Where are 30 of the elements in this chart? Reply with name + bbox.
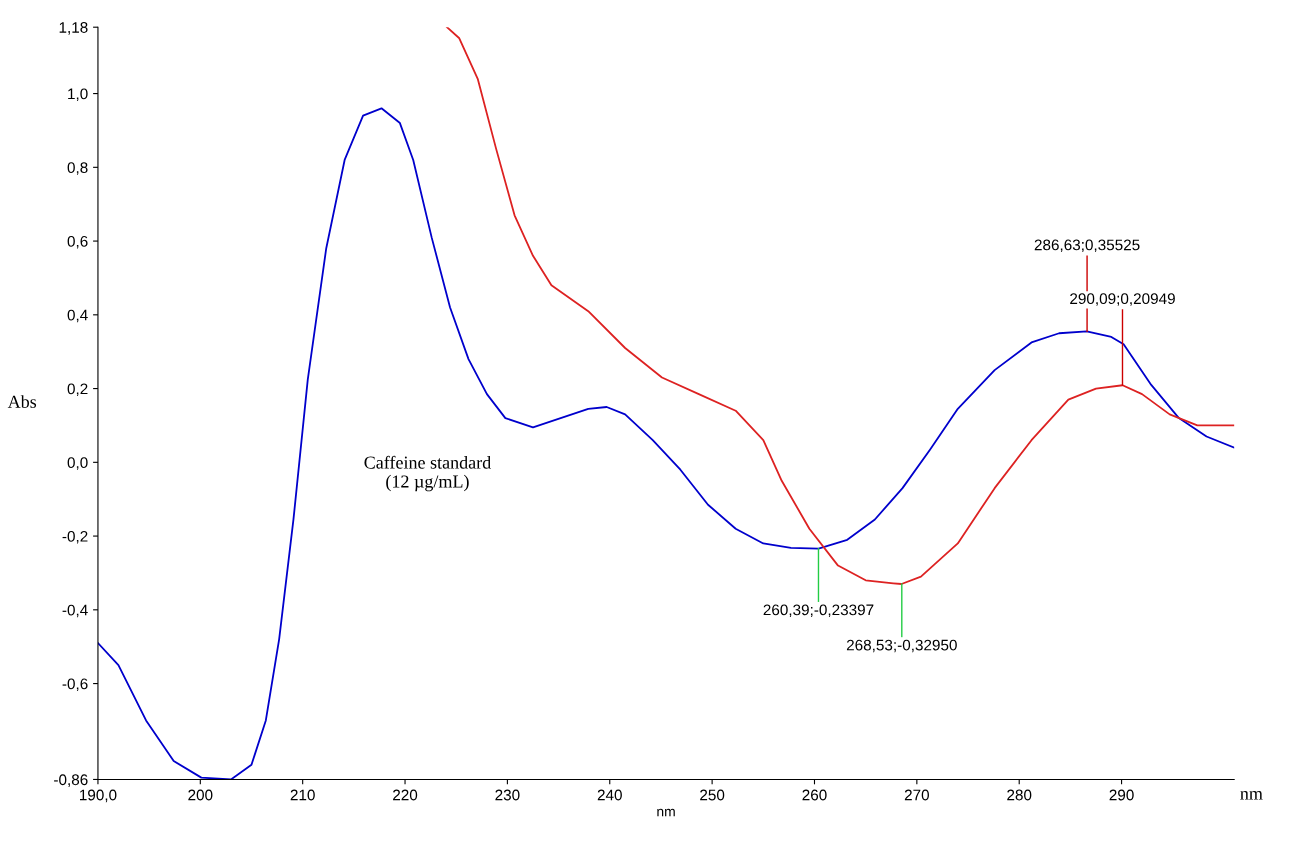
x-tick-label: 210: [290, 789, 315, 801]
text: Caffeine standard (12 µg/mL): [364, 455, 491, 492]
x-tick-label: 220: [393, 789, 418, 801]
annotation: 260,39;-0,23397: [763, 604, 874, 618]
y-tick-label: 0,8: [67, 162, 88, 175]
x-tick-label: 270: [904, 789, 929, 801]
annotation: 286,63;0,35525: [1034, 239, 1140, 253]
x-tick-label: 250: [700, 789, 725, 801]
text: nm: [1240, 790, 1263, 800]
y-tick-label: -0,6: [62, 678, 88, 692]
annotation: 290,09;0,20949: [1070, 293, 1175, 306]
annotation: 268,53;-0,32950: [846, 639, 957, 653]
y-tick-label: 1,0: [68, 88, 88, 102]
y-tick-label: -0,4: [62, 604, 88, 618]
x-tick-label: 230: [495, 789, 520, 801]
y-tick-label: 0,6: [67, 235, 88, 249]
y-tick-label: 1,18: [59, 22, 88, 35]
y-tick-label: 0,0: [67, 457, 88, 470]
x-tick-label: 200: [188, 789, 213, 801]
y-tick-label: -0,2: [62, 530, 88, 544]
x-tick-label: 190,0: [80, 789, 117, 803]
x-tick-label: 290: [1109, 789, 1134, 801]
x-axis-title: nm: [657, 808, 675, 817]
x-tick-label: 240: [597, 789, 622, 801]
y-axis-title: Abs: [7, 395, 37, 408]
y-tick-label: 0,4: [67, 309, 88, 323]
y-tick-label: 0,2: [67, 383, 88, 397]
y-tick-label: -0,86: [54, 774, 88, 787]
x-tick-label: 260: [802, 789, 827, 801]
x-tick-label: 280: [1007, 789, 1032, 801]
